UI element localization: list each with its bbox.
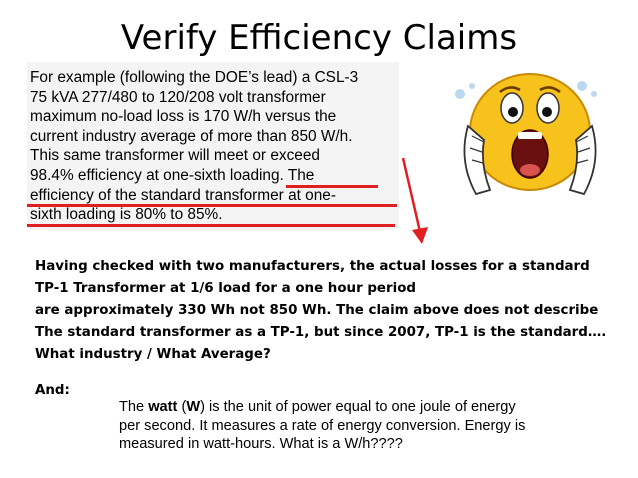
- quote-line: 98.4% efficiency at one-sixth loading. T…: [30, 166, 315, 184]
- and-label: And:: [35, 383, 70, 398]
- slide-title: Verify Efficiency Claims: [120, 18, 518, 58]
- watt-line: per second. It measures a rate of energy…: [119, 417, 526, 434]
- body-line: are approximately 330 Wh not 850 Wh. The…: [35, 303, 599, 318]
- watt-text: The: [119, 399, 149, 415]
- watt-text: ) is the unit of power equal to one joul…: [200, 399, 516, 415]
- quote-line: maximum no-load loss is 170 W/h versus t…: [30, 108, 337, 126]
- watt-term: watt: [148, 399, 178, 415]
- watt-line: The watt (W) is the unit of power equal …: [119, 398, 599, 417]
- watt-text: (: [177, 399, 187, 415]
- quoted-excerpt: For example (following the DOE’s lead) a…: [30, 68, 400, 225]
- body-line: The standard transformer as a TP-1, but …: [35, 325, 607, 340]
- quote-line: 75 kVA 277/480 to 120/208 volt transform…: [30, 88, 326, 106]
- screaming-face-icon: [455, 73, 597, 196]
- red-underline: [27, 224, 395, 227]
- red-underline: [286, 185, 378, 188]
- red-underline: [27, 204, 397, 207]
- watt-definition: The watt (W) is the unit of power equal …: [119, 398, 599, 454]
- watt-symbol: W: [186, 399, 201, 415]
- body-line: Having checked with two manufacturers, t…: [35, 259, 590, 274]
- quote-line: efficiency of the standard transformer a…: [30, 186, 336, 204]
- quote-line: current industry average of more than 85…: [30, 127, 353, 145]
- quote-line: For example (following the DOE’s lead) a…: [30, 69, 359, 86]
- explanation-text: Having checked with two manufacturers, t…: [35, 256, 625, 366]
- watt-line: measured in watt-hours. What is a W/h???…: [119, 436, 403, 452]
- body-line: What industry / What Average?: [35, 347, 271, 362]
- quote-line: This same transformer will meet or excee…: [30, 147, 320, 165]
- quote-line: sixth loading is 80% to 85%.: [30, 206, 223, 224]
- quoted-excerpt-background: [27, 62, 399, 230]
- body-line: TP-1 Transformer at 1/6 load for a one h…: [35, 281, 416, 296]
